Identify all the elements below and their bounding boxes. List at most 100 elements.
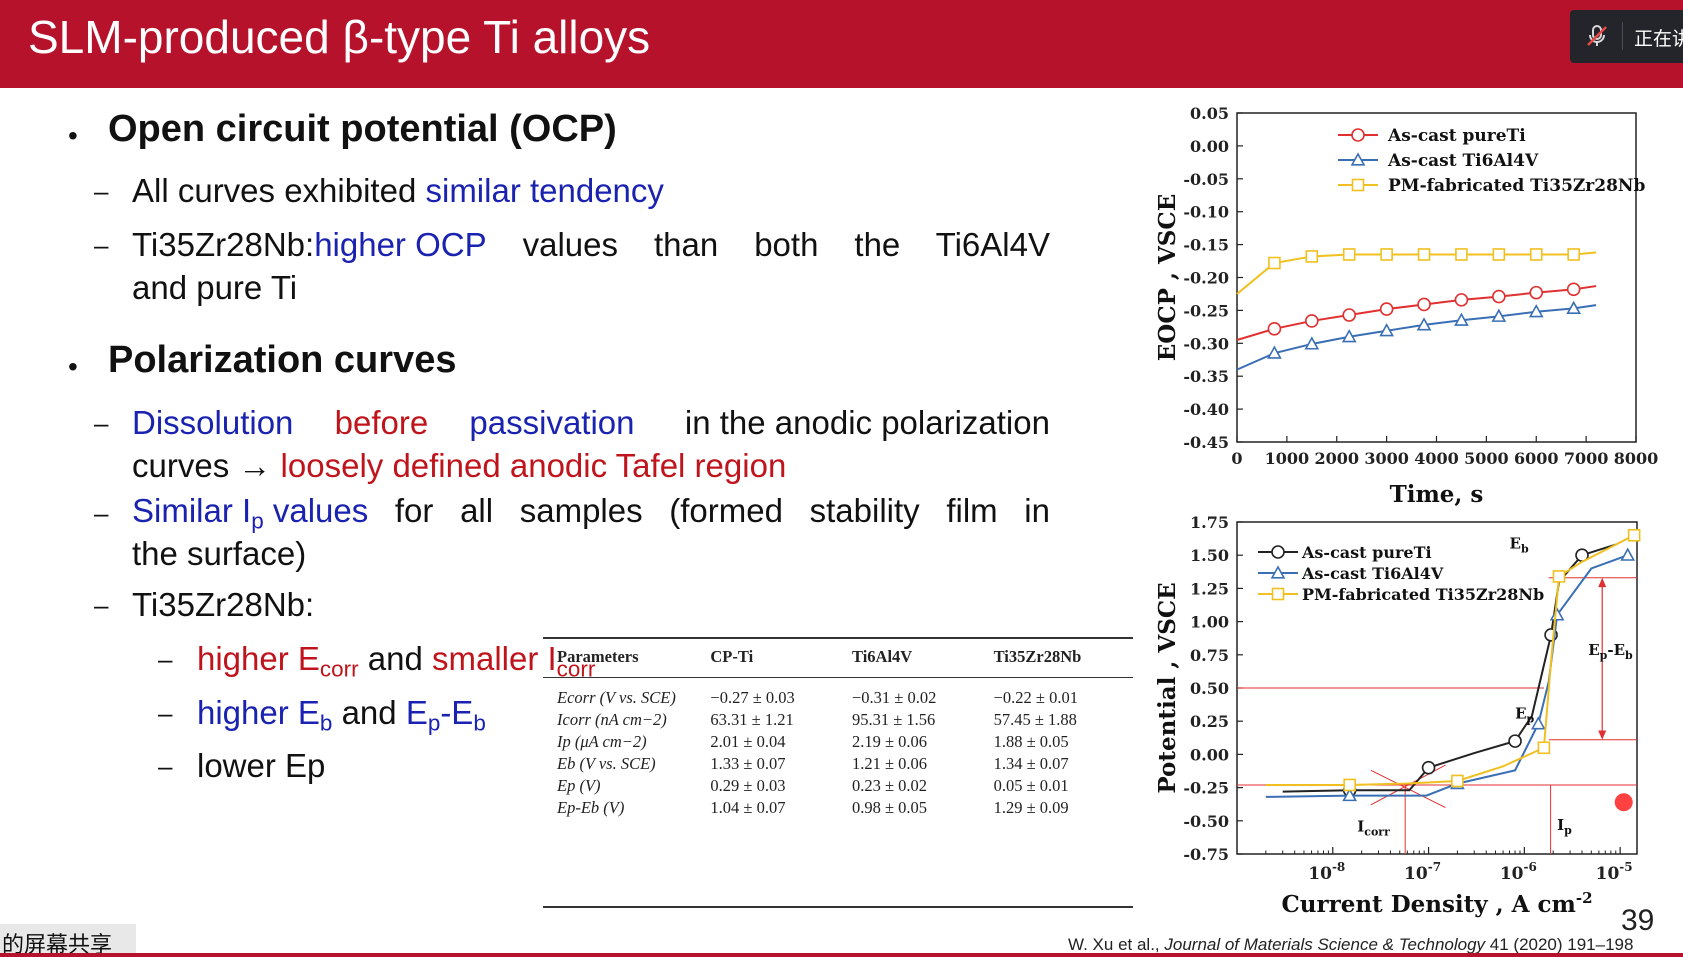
speaking-status-text: 正在讲 <box>1634 28 1683 50</box>
legend-marker <box>1271 545 1285 559</box>
series-point <box>1342 787 1358 802</box>
series-point <box>1342 248 1356 261</box>
x-tick-label: 4000 <box>1414 449 1459 468</box>
meeting-status-widget[interactable]: 正在讲 <box>1570 10 1683 63</box>
table-cell: 1.34 ± 0.07 <box>993 754 1069 773</box>
series-point <box>1267 345 1282 359</box>
series-point <box>1549 607 1565 621</box>
table-cell: 0.05 ± 0.01 <box>993 776 1069 795</box>
table-cell: 57.45 ± 1.88 <box>993 710 1077 729</box>
series-point <box>1620 547 1636 561</box>
table-cell: 63.31 ± 1.21 <box>710 710 794 729</box>
series-point <box>1491 308 1507 322</box>
dash: – <box>158 644 173 674</box>
series-point <box>1455 248 1468 261</box>
ocp-item-1: All curves exhibited similar tendency <box>132 172 664 209</box>
table-cell: 1.21 ± 0.06 <box>851 754 928 773</box>
table-row: Ecorr (V vs. SCE) −0.27 ± 0.03 −0.31 ± 0.0… <box>543 678 1133 710</box>
y-tick-label: 1.00 <box>1190 613 1229 632</box>
y-tick-label: -0.10 <box>1183 203 1229 222</box>
dash: – <box>94 498 109 528</box>
series-point <box>1454 293 1469 307</box>
table-row: Icorr (nA cm−2) 63.31 ± 1.21 95.31 ± 1.56 5… <box>543 709 1133 731</box>
series-point <box>1343 778 1356 792</box>
table-row: Ep-Eb (V) 1.04 ± 0.07 0.98 ± 0.05 1.29 ± 0.… <box>543 797 1133 828</box>
title-bar: SLM-produced β-type Ti alloys <box>0 0 1683 88</box>
series-point <box>1566 282 1581 297</box>
table-cell: 2.19 ± 0.06 <box>851 732 928 751</box>
x-tick-label: 10-6 <box>1500 860 1537 884</box>
series-point <box>1342 308 1357 322</box>
table-cell: Icorr (nA cm−2) <box>557 710 667 729</box>
ocp-chart: 0.05 0.00 -0.05 -0.10 -0.15 -0.20 -0.25 -0.30 -0… <box>1154 104 1658 508</box>
series-point <box>1567 248 1580 261</box>
series-point <box>1492 248 1506 261</box>
y-tick-label: -0.40 <box>1183 400 1229 419</box>
dash: – <box>94 408 109 438</box>
x-tick-label: 6000 <box>1514 449 1559 468</box>
table-cell: 1.33 ± 0.07 <box>710 754 786 773</box>
sub-item-eb: higher Eb and Ep-Eb <box>197 694 486 736</box>
table-cell: 2.01 ± 0.04 <box>710 732 786 751</box>
y-tick-label: -0.35 <box>1183 367 1229 386</box>
series-point <box>1305 250 1319 263</box>
dash: – <box>158 751 173 781</box>
x-tick-label: 3000 <box>1364 449 1409 468</box>
legend-marker <box>1350 152 1366 166</box>
heading-ocp: Open circuit potential (OCP) <box>108 108 617 150</box>
y-tick-label: -0.30 <box>1183 334 1229 353</box>
table-header: Ti6Al4V <box>837 637 980 678</box>
annotation-ep: Ep <box>1515 705 1534 726</box>
table-header-row: Parameters CP-Ti Ti6Al4V Ti35Zr28Nb <box>543 637 1133 678</box>
series-point <box>1341 329 1357 343</box>
annotation-ip: Ip <box>1557 816 1572 837</box>
bullet-ocp: • <box>68 120 78 151</box>
page-number: 39 <box>1621 904 1655 937</box>
dash: – <box>94 590 109 620</box>
y-tick-label: 0.05 <box>1190 104 1229 123</box>
arrow-head <box>1598 577 1607 588</box>
y-tick-label: -0.20 <box>1183 269 1229 288</box>
widget-divider <box>1622 22 1623 50</box>
table-header: Parameters <box>543 637 697 678</box>
legend-label: PM-fabricated Ti35Zr28Nb <box>1388 176 1645 196</box>
table-cell: Ep-Eb (V) <box>557 798 625 817</box>
table-header: Ti35Zr28Nb <box>979 637 1133 678</box>
parameters-table: Parameters CP-Ti Ti6Al4V Ti35Zr28Nb Ecor… <box>543 637 1133 828</box>
table-cell: 0.98 ± 0.05 <box>851 798 928 817</box>
series-point <box>1528 304 1544 318</box>
y-tick-label: -0.05 <box>1183 170 1229 189</box>
x-tick-label: 10-8 <box>1308 860 1345 884</box>
series-point <box>1268 256 1281 270</box>
dash: – <box>94 230 109 260</box>
dash: – <box>94 176 109 206</box>
muted-mic-icon[interactable] <box>1584 23 1610 49</box>
legend-marker <box>1351 178 1365 192</box>
series-line <box>1265 554 1629 798</box>
dash: – <box>158 698 173 728</box>
table-cell: 0.23 ± 0.02 <box>851 776 928 795</box>
heading-polarization: Polarization curves <box>108 339 457 381</box>
y-tick-label: -0.45 <box>1183 433 1229 452</box>
series-point <box>1451 774 1464 788</box>
series-point <box>1537 741 1551 755</box>
tafel-line <box>1370 769 1446 808</box>
table-cell: −0.31 ± 0.02 <box>851 688 937 707</box>
y-tick-label: -0.15 <box>1183 236 1229 255</box>
x-tick-label: 1000 <box>1265 449 1310 468</box>
polarization-item-2: Similar Ip values for all samples (forme… <box>132 492 1050 534</box>
table-cell: Ecorr (V vs. SCE) <box>557 688 676 707</box>
legend-marker <box>1270 565 1286 579</box>
bullet-polarization: • <box>68 351 78 382</box>
table-bottom-rule <box>543 906 1133 908</box>
series-point <box>1566 300 1582 315</box>
legend-label: As-cast Ti6Al4V <box>1301 564 1444 583</box>
series-point <box>1454 312 1469 326</box>
y-tick-label: 0.00 <box>1190 137 1229 156</box>
table-cell: 1.29 ± 0.09 <box>993 798 1069 817</box>
y-tick-label: 0.00 <box>1190 745 1229 764</box>
x-tick-label: 2000 <box>1314 449 1359 468</box>
legend-label: As-cast pureTi <box>1301 543 1432 562</box>
table-row: Ep (V) 0.29 ± 0.03 0.23 ± 0.02 0.05 ± 0.01 <box>543 775 1133 797</box>
series-point <box>1530 716 1546 730</box>
